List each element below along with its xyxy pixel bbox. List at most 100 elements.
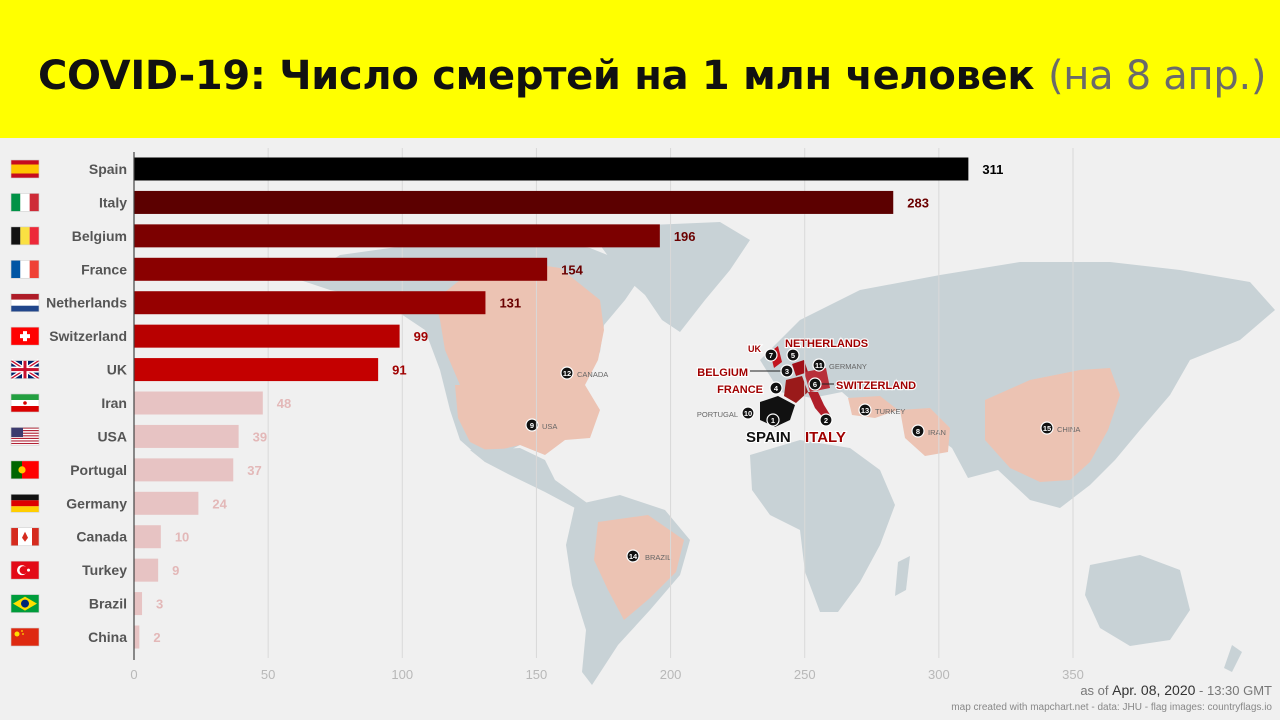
- value-label: 37: [247, 463, 261, 478]
- map-country-label: CHINA: [1057, 425, 1080, 434]
- bar-row-turkey: Turkey 9: [10, 558, 179, 582]
- map-marker-germany: 11 GERMANY: [812, 358, 867, 372]
- map-marker-brazil: 14 BRAZIL: [626, 549, 671, 563]
- value-label: 10: [175, 530, 189, 545]
- map-brazil: [594, 515, 684, 620]
- map-country-label: NETHERLANDS: [785, 338, 868, 350]
- rank-badge: [525, 418, 539, 432]
- x-tick-label: 150: [526, 667, 548, 682]
- germany-flag: [10, 493, 40, 513]
- map-marker-switzerland: 6 SWITZERLAND: [808, 377, 917, 393]
- uk-flag: [9, 358, 41, 381]
- map-country-label: SPAIN: [746, 429, 791, 446]
- rank-number: 4: [774, 384, 779, 393]
- iran-flag: [10, 393, 40, 413]
- map-marker-italy: 2 ITALY: [804, 413, 847, 447]
- bar: [134, 424, 239, 448]
- value-label: 91: [392, 363, 406, 378]
- category-label: Germany: [66, 495, 127, 511]
- bar: [134, 358, 379, 382]
- x-tick-label: 300: [928, 667, 950, 682]
- map-madagascar: [895, 556, 910, 596]
- value-label: 9: [172, 563, 179, 578]
- map-france: [784, 376, 808, 403]
- bar: [134, 558, 159, 582]
- map-country-label: IRAN: [928, 428, 946, 437]
- rank-number: 15: [1043, 424, 1051, 433]
- value-label: 311: [982, 162, 1003, 177]
- map-greenland: [600, 222, 750, 332]
- map-country-label: UK: [748, 344, 761, 354]
- category-label: China: [88, 629, 127, 645]
- france-flag: [10, 259, 40, 279]
- rank-number: 14: [629, 552, 638, 561]
- category-label: Canada: [76, 529, 127, 545]
- category-label: France: [81, 261, 127, 277]
- rank-badge: [741, 406, 755, 420]
- rank-badge: [858, 403, 872, 417]
- x-tick-label: 50: [261, 667, 275, 682]
- rank-number: 2: [824, 416, 828, 425]
- rank-number: 13: [861, 406, 869, 415]
- map-marker-usa: 9 USA: [525, 418, 557, 432]
- bar: [134, 625, 140, 649]
- x-tick-label: 100: [391, 667, 413, 682]
- x-tick-label: 350: [1062, 667, 1084, 682]
- value-label: 154: [561, 262, 583, 277]
- rank-badge: [769, 381, 783, 395]
- timestamp-note: as of Apr. 08, 2020 - 13:30 GMT: [1080, 682, 1272, 698]
- x-axis: 0 50 100 150 200 250 300 350: [130, 152, 1084, 682]
- category-label: UK: [107, 362, 127, 378]
- map-country-label: TURKEY: [875, 407, 905, 416]
- category-label: Switzerland: [49, 328, 127, 344]
- bar-row-spain: Spain 311: [10, 157, 1003, 181]
- bar: [134, 458, 234, 482]
- category-label: USA: [97, 428, 127, 444]
- bar: [134, 157, 969, 181]
- category-label: Turkey: [82, 562, 127, 578]
- value-label: 48: [277, 396, 291, 411]
- rank-number: 5: [791, 351, 795, 360]
- portugal-flag: [10, 460, 40, 480]
- bar-row-belgium: Belgium 196: [10, 224, 696, 248]
- usa-flag: [10, 427, 40, 446]
- rank-number: 7: [769, 351, 773, 360]
- value-label: 3: [156, 597, 163, 612]
- asof-prefix: as of: [1080, 683, 1113, 698]
- rank-badge: [766, 413, 780, 427]
- bar-row-brazil: Brazil 3: [10, 592, 163, 616]
- turkey-flag: [10, 560, 40, 580]
- map-country-label: FRANCE: [717, 384, 763, 396]
- category-label: Belgium: [72, 228, 127, 244]
- title-date: (на 8 апр.): [1047, 53, 1267, 99]
- bar: [134, 291, 486, 315]
- bar-row-portugal: Portugal 37: [10, 458, 262, 482]
- map-country-label: BRAZIL: [645, 553, 671, 562]
- rank-number: 6: [813, 380, 817, 389]
- map-marker-france: 4 FRANCE: [716, 381, 783, 397]
- map-marker-belgium: 3 BELGIUM: [696, 364, 794, 380]
- map-new-zealand: [1224, 645, 1242, 672]
- bar-row-usa: USA 39: [10, 424, 267, 448]
- belgium-flag: [10, 226, 40, 246]
- bar-row-iran: Iran 48: [10, 391, 291, 415]
- map-mexico: [470, 448, 590, 508]
- bar-row-canada: Canada 10: [10, 525, 189, 549]
- rank-number: 3: [785, 367, 789, 376]
- title-main: COVID-19: Число смертей на 1 млн человек: [38, 53, 1035, 99]
- value-label: 99: [414, 329, 428, 344]
- value-label: 39: [253, 429, 267, 444]
- bar-row-italy: Italy 283: [10, 190, 929, 214]
- bar: [134, 257, 548, 281]
- map-usa: [455, 385, 600, 455]
- x-tick-label: 0: [130, 667, 137, 682]
- map-country-label: SWITZERLAND: [836, 380, 916, 392]
- rank-badge: [1040, 421, 1054, 435]
- rank-badge: [764, 348, 778, 362]
- map-eurasia: [760, 262, 1275, 508]
- category-label: Portugal: [70, 462, 127, 478]
- map-australia: [1085, 555, 1190, 646]
